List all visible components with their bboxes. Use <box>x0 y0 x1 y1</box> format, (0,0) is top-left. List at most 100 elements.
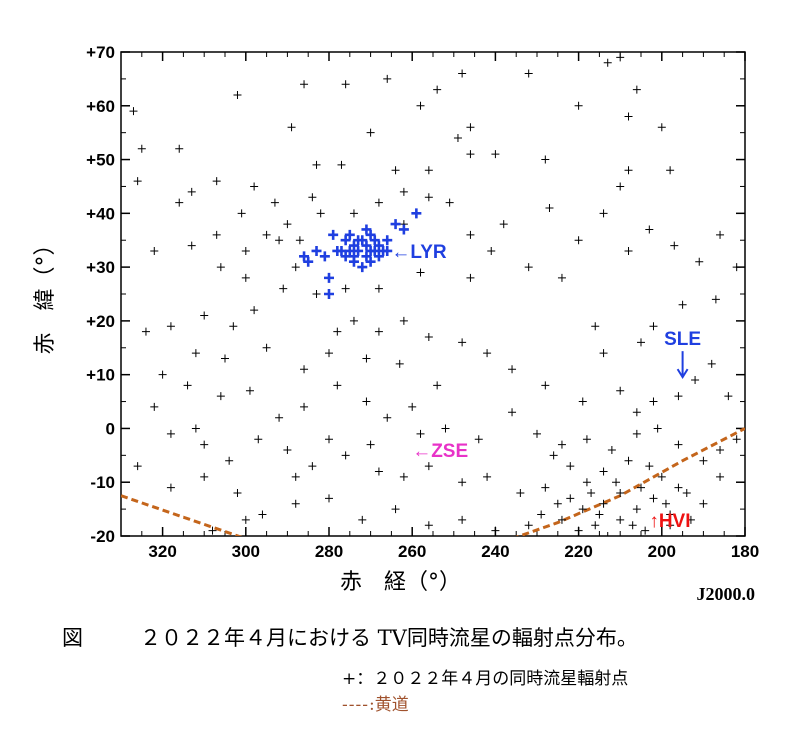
radiant-point <box>649 494 658 503</box>
radiant-point <box>599 467 608 476</box>
radiant-point <box>624 246 633 255</box>
radiant-point <box>541 381 550 390</box>
radiant-point <box>445 198 454 207</box>
radiant-point <box>300 80 309 89</box>
lyr-radiant-point <box>382 235 393 246</box>
lyr-radiant-point <box>390 219 401 230</box>
radiant-point <box>362 397 371 406</box>
radiant-point <box>262 230 271 239</box>
radiant-point <box>674 483 683 492</box>
axis-tick-labels: 320 300 280 260 240 220 200 180 +70 +60 +50 +40 +30 +… <box>86 43 759 561</box>
radiant-point <box>391 505 400 514</box>
radiant-point <box>724 392 733 401</box>
lyr-radiant-point <box>344 229 355 240</box>
radiant-point <box>666 521 675 530</box>
radiant-point <box>574 101 583 110</box>
radiant-point <box>499 220 508 229</box>
radiant-point <box>233 488 242 497</box>
radiant-point <box>212 177 221 186</box>
legend-ecliptic-entry: ----:黄道 <box>342 690 409 715</box>
radiant-point <box>695 257 704 266</box>
radiant-point <box>341 284 350 293</box>
radiant-point <box>716 472 725 481</box>
radiant-chart: 320 300 280 260 240 220 200 180 +70 +60 +50 +40 +30 +… <box>33 43 759 604</box>
lyr-radiant-point <box>319 251 330 262</box>
radiant-point <box>674 440 683 449</box>
radiant-point <box>458 515 467 524</box>
radiant-point <box>433 381 442 390</box>
radiant-point <box>183 381 192 390</box>
radiant-point <box>466 123 475 132</box>
radiant-points <box>129 53 741 536</box>
axis-ticks <box>120 51 746 537</box>
radiant-point <box>275 413 284 422</box>
radiant-point <box>661 499 670 508</box>
radiant-point <box>524 69 533 78</box>
annotation-lyr: ←LYR <box>391 242 447 263</box>
radiant-point <box>229 322 238 331</box>
y-tick-label: +30 <box>86 258 115 277</box>
lyr-radiant-point <box>348 240 359 251</box>
radiant-point <box>699 499 708 508</box>
radiant-point <box>557 515 566 524</box>
radiant-point <box>424 333 433 342</box>
radiant-point <box>458 478 467 487</box>
radiant-point <box>283 220 292 229</box>
x-tick-label: 220 <box>564 542 592 561</box>
radiant-point <box>545 203 554 212</box>
radiant-point <box>566 462 575 471</box>
radiant-point <box>283 445 292 454</box>
radiant-point <box>424 166 433 175</box>
radiant-point <box>166 483 175 492</box>
radiant-point <box>508 408 517 417</box>
radiant-point <box>711 295 720 304</box>
radiant-point <box>366 128 375 137</box>
radiant-point <box>191 349 200 358</box>
lyr-radiant-point <box>373 240 384 251</box>
radiant-point <box>653 424 662 433</box>
radiant-point <box>291 263 300 272</box>
epoch-label: J2000.0 <box>697 584 756 604</box>
radiant-point <box>133 462 142 471</box>
radiant-point <box>374 467 383 476</box>
radiant-point <box>487 246 496 255</box>
lyr-radiant-point <box>382 245 393 256</box>
y-tick-label: -20 <box>90 527 115 546</box>
radiant-point <box>686 515 695 524</box>
radiant-point <box>325 435 333 444</box>
lyr-radiant-point <box>324 289 334 299</box>
radiant-point <box>616 53 625 62</box>
radiant-point <box>537 510 546 519</box>
radiant-point <box>200 311 209 320</box>
radiant-point <box>553 499 562 508</box>
radiant-point <box>707 359 716 368</box>
lyr-radiant-point <box>299 251 310 262</box>
x-tick-label: 180 <box>731 542 759 561</box>
radiant-point <box>666 510 675 519</box>
radiant-point <box>258 510 267 519</box>
y-tick-label: +70 <box>86 43 115 62</box>
radiant-point <box>383 413 392 422</box>
lyr-radiant-point <box>344 245 355 256</box>
radiant-point <box>349 316 358 325</box>
radiant-point <box>541 483 550 492</box>
radiant-point <box>649 322 658 331</box>
radiant-point <box>641 526 650 535</box>
radiant-point <box>533 429 541 438</box>
radiant-point <box>632 429 641 438</box>
radiant-point <box>458 69 467 78</box>
radiant-point <box>566 494 575 503</box>
radiant-point <box>374 198 383 207</box>
radiant-point <box>699 456 708 465</box>
sle-arrow-head <box>676 368 689 380</box>
radiant-point <box>616 386 625 395</box>
y-axis-title: 赤 緯（°） <box>33 233 58 354</box>
radiant-point <box>657 472 666 481</box>
x-axis-title: 赤 経（°） <box>340 570 461 595</box>
radiant-point <box>612 478 621 487</box>
radiant-point <box>333 381 342 390</box>
radiant-point <box>549 451 558 460</box>
radiant-point <box>191 424 200 433</box>
radiant-point <box>200 440 209 449</box>
radiant-point <box>670 241 679 250</box>
